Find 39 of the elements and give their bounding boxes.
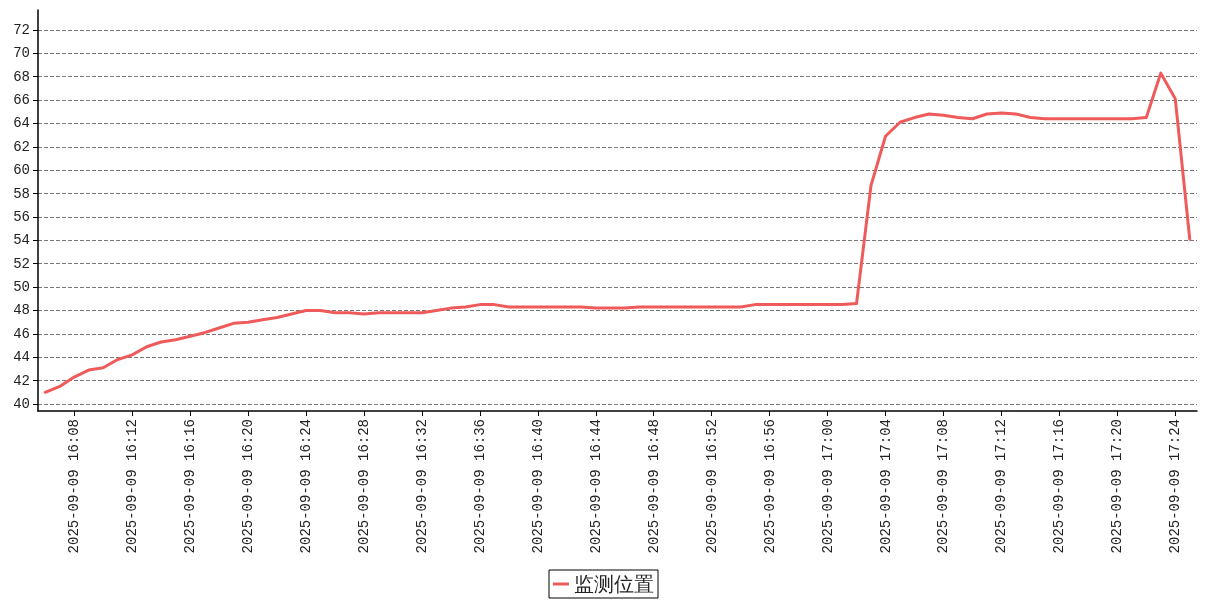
x-tick-label: 2025-09-09 16:24: [298, 419, 315, 554]
y-tick-label: 68: [13, 68, 30, 85]
x-tick-label: 2025-09-09 17:20: [1109, 419, 1126, 554]
y-tick-label: 60: [13, 162, 30, 179]
x-tick-label: 2025-09-09 17:08: [935, 419, 952, 554]
x-tick-label: 2025-09-09 17:24: [1167, 419, 1184, 554]
y-tick-label: 62: [13, 138, 30, 155]
y-tick-label: 44: [13, 349, 30, 366]
y-tick-label: 52: [13, 255, 30, 272]
x-tick-label: 2025-09-09 17:04: [877, 419, 894, 554]
x-tick-label: 2025-09-09 16:28: [355, 419, 372, 554]
x-tick-label: 2025-09-09 17:12: [993, 419, 1010, 554]
y-tick-label: 66: [13, 92, 30, 109]
y-tick-label: 64: [13, 115, 30, 132]
y-tick-label: 50: [13, 279, 30, 296]
x-tick-label: 2025-09-09 16:52: [703, 419, 720, 554]
y-tick-label: 58: [13, 185, 30, 202]
x-tick-label: 2025-09-09 17:00: [819, 419, 836, 554]
x-tick-label: 2025-09-09 16:44: [587, 419, 604, 554]
x-tick-label: 2025-09-09 17:16: [1051, 419, 1068, 554]
x-tick-label: 2025-09-09 16:16: [182, 419, 199, 554]
line-series: [43, 71, 1192, 394]
y-tick-label: 70: [13, 45, 30, 62]
y-tick-label: 40: [13, 395, 30, 412]
legend-label: 监测位置: [574, 572, 654, 596]
x-tick-label: 2025-09-09 16:08: [66, 419, 83, 554]
y-tick-label: 42: [13, 372, 30, 389]
x-tick-label: 2025-09-09 16:20: [240, 419, 257, 554]
x-tick-label: 2025-09-09 16:56: [761, 419, 778, 554]
x-tick-label: 2025-09-09 16:12: [124, 419, 141, 554]
y-tick-label: 56: [13, 208, 30, 225]
x-tick-label: 2025-09-09 16:40: [529, 419, 546, 554]
y-tick-label: 46: [13, 325, 30, 342]
y-tick-label: 48: [13, 302, 30, 319]
x-tick-label: 2025-09-09 16:36: [471, 419, 488, 554]
x-tick-label: 2025-09-09 16:32: [413, 419, 430, 554]
y-tick-label: 54: [13, 232, 30, 249]
x-tick-label: 2025-09-09 16:48: [645, 419, 662, 554]
y-tick-label: 72: [13, 21, 30, 38]
